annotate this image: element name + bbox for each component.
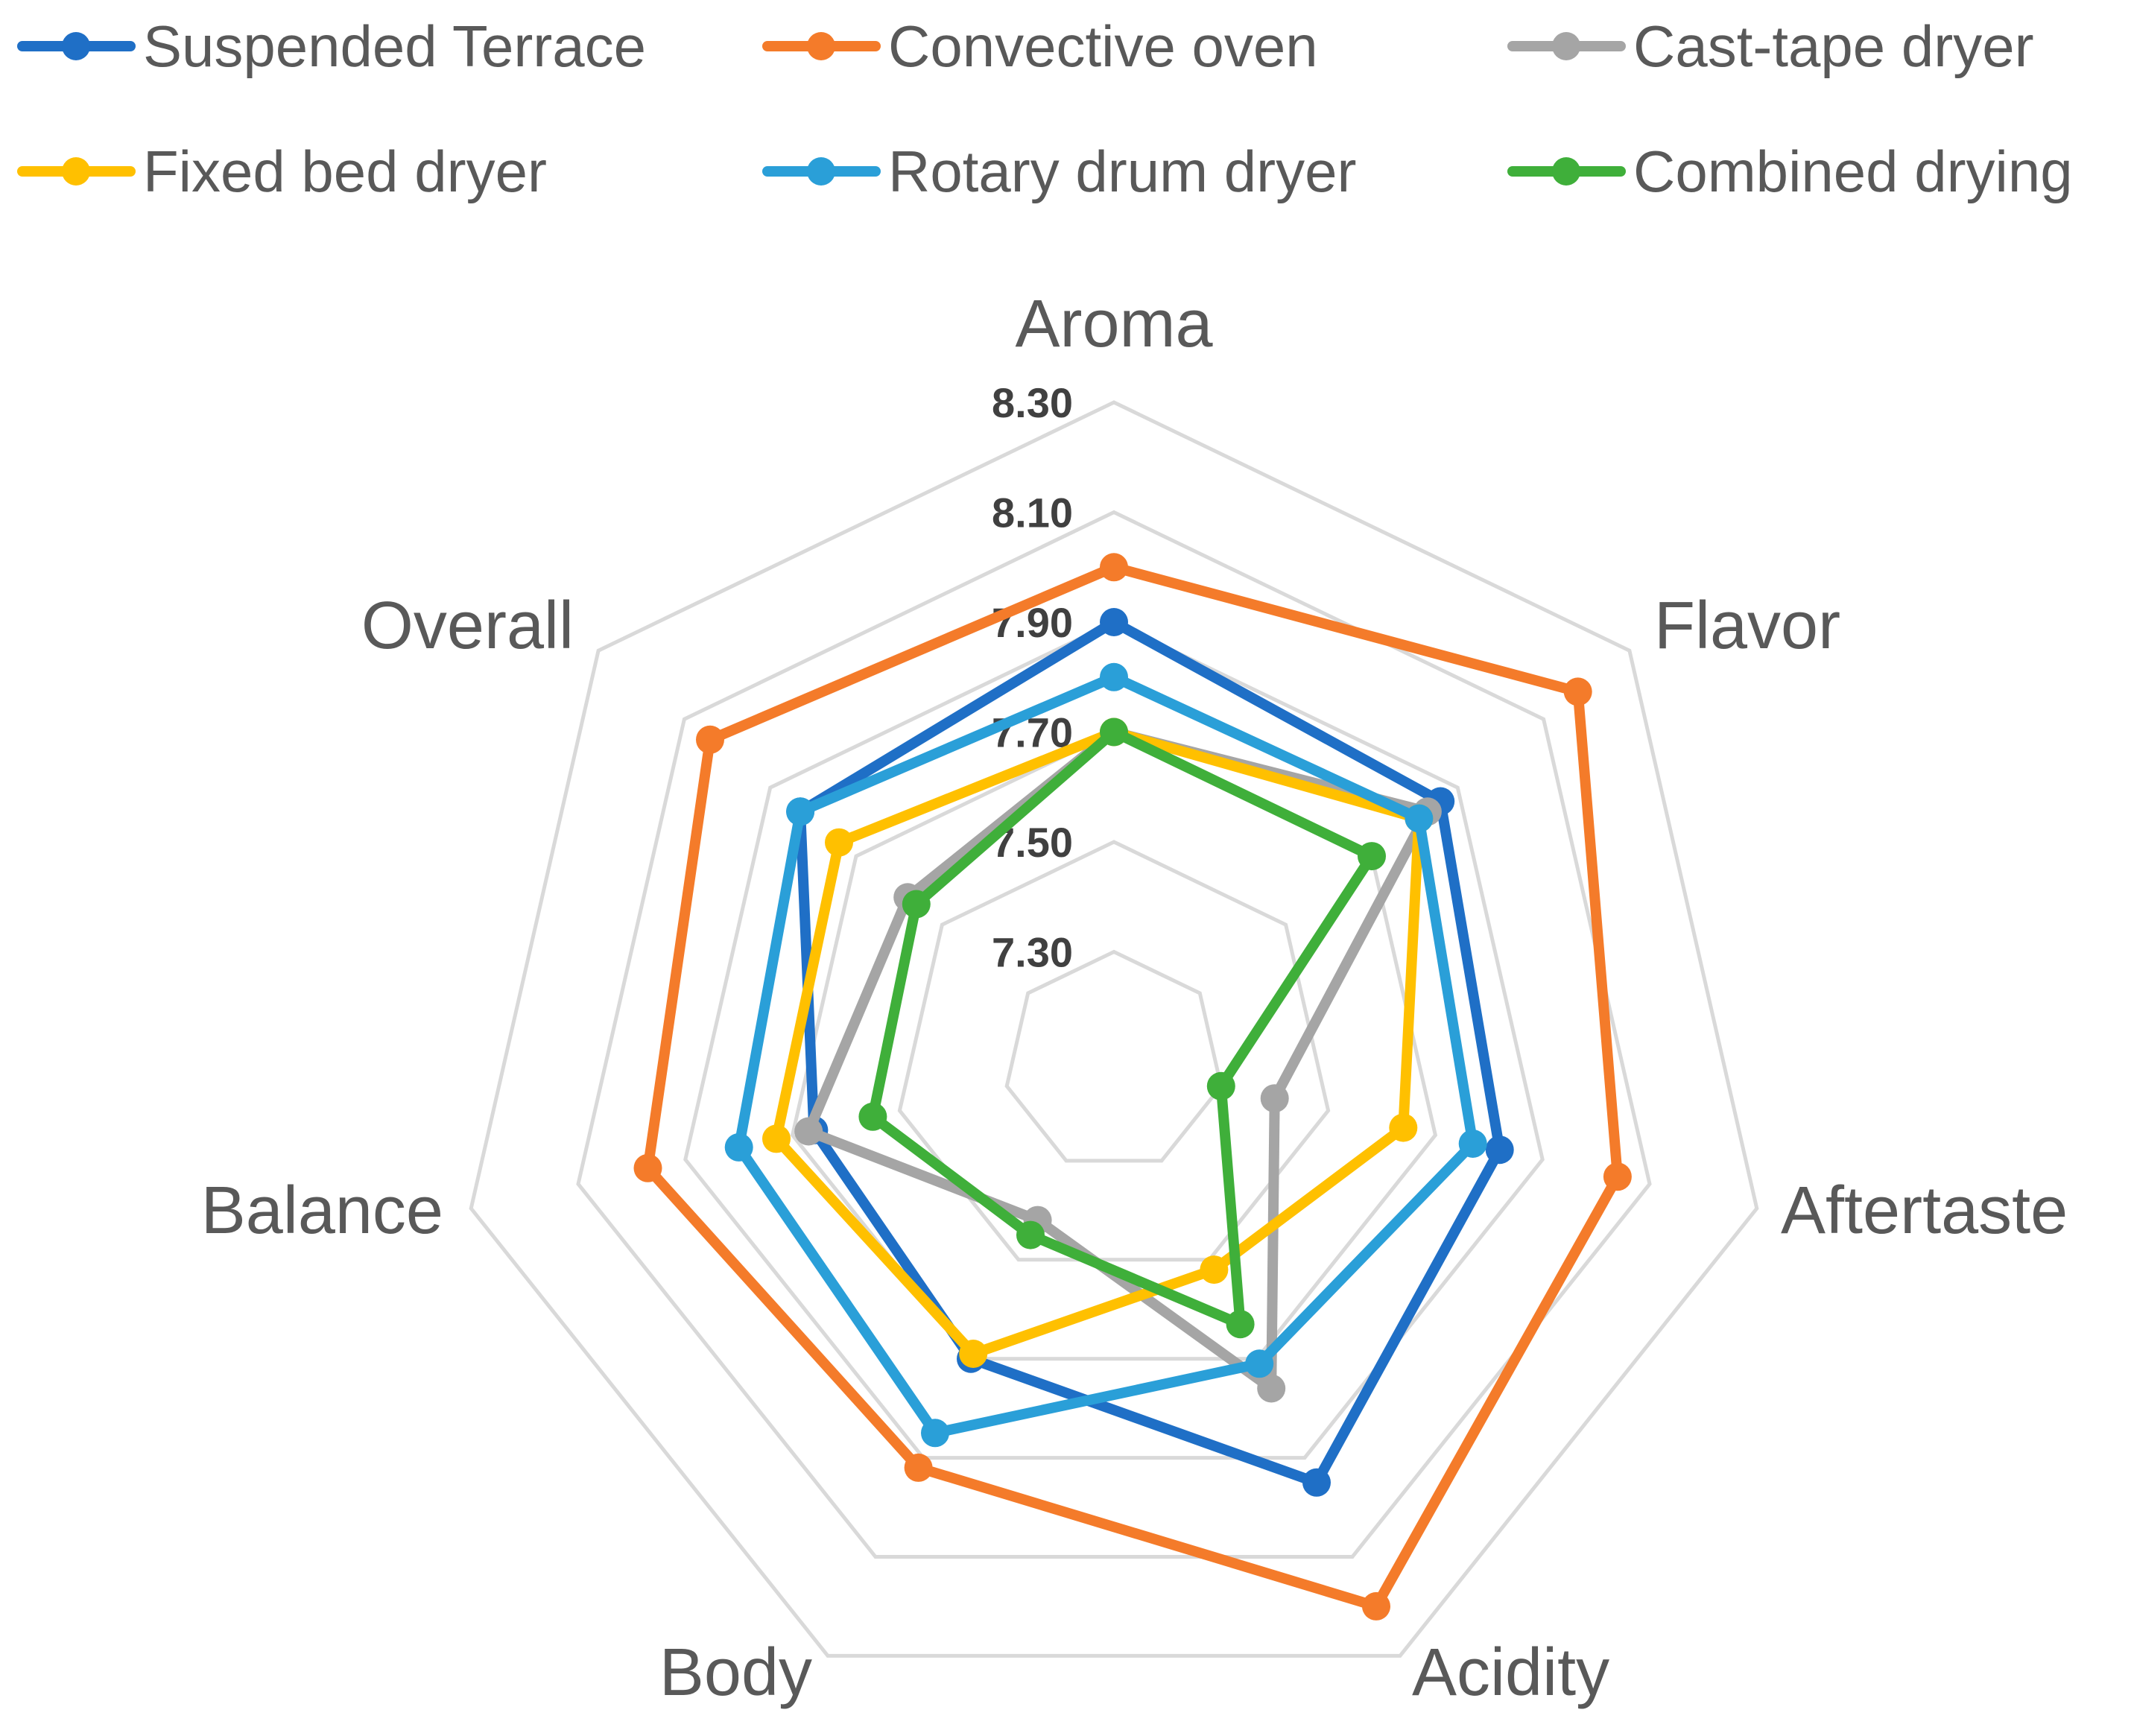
series-line-convective-oven [642,562,1623,1612]
data-point-convective-oven-flavor [1563,677,1592,706]
data-point-convective-oven-balance [633,1153,662,1182]
data-point-rotary-drum-dryer-balance [724,1132,753,1162]
data-point-fixed-bed-dryer-balance [762,1124,791,1153]
data-point-combined-drying-aftertaste [1206,1071,1235,1100]
series-combined-drying [858,717,1386,1339]
data-point-convective-oven-body [904,1453,933,1482]
legend-marker-convective-oven [807,32,835,60]
radial-tick-labels: 7.307.507.707.908.108.30 [992,379,1073,976]
legend-item-fixed-bed-dryer: Fixed bed dryer [17,139,547,204]
series-fixed-bed-dryer [762,717,1434,1368]
series-line-fixed-bed-dryer [771,726,1425,1359]
data-point-suspended-terrace-aftertaste [1485,1135,1514,1165]
grid-ring-7-50 [897,840,1331,1262]
data-point-rotary-drum-dryer-flavor [1405,804,1434,833]
data-point-combined-drying-balance [858,1102,887,1131]
legend-label-fixed-bed-dryer: Fixed bed dryer [143,139,547,204]
data-point-fixed-bed-dryer-body [959,1340,988,1368]
data-point-convective-oven-aroma [1100,553,1128,582]
data-point-rotary-drum-dryer-overall [786,797,815,826]
data-point-cast-tape-dryer-balance [794,1117,823,1146]
tick-label-8-30: 8.30 [992,379,1073,426]
data-point-cast-tape-dryer-acidity [1257,1374,1286,1403]
data-point-combined-drying-overall [902,890,931,919]
axis-label-aftertaste: Aftertaste [1781,1173,2068,1248]
grid-ring-8-10 [576,510,1652,1559]
series-line-rotary-drum-dryer [733,671,1478,1439]
series-line-cast-tape-dryer [803,726,1433,1394]
series-rotary-drum-dryer [724,662,1487,1448]
legend-marker-suspended-terrace [62,32,90,60]
legend-label-convective-oven: Convective oven [888,13,1318,79]
data-point-combined-drying-acidity [1226,1310,1255,1339]
axis-label-overall: Overall [361,589,574,663]
data-point-rotary-drum-dryer-body [921,1419,949,1448]
data-point-combined-drying-body [1016,1220,1045,1249]
data-point-combined-drying-aroma [1100,717,1128,747]
legend-item-cast-tape-dryer: Cast-tape dryer [1507,13,2034,79]
tick-label-7-30: 7.30 [992,929,1073,976]
axis-label-balance: Balance [201,1173,443,1248]
data-point-suspended-terrace-acidity [1302,1468,1331,1497]
data-point-rotary-drum-dryer-aroma [1100,662,1128,691]
series-line-combined-drying [867,726,1377,1330]
data-point-convective-oven-overall [696,725,724,754]
legend-label-suspended-terrace: Suspended Terrace [143,13,646,79]
legend-label-combined-drying: Combined drying [1633,139,2073,204]
legend-item-combined-drying: Combined drying [1507,139,2073,204]
legend-label-rotary-drum-dryer: Rotary drum dryer [888,139,1357,204]
axis-labels: Aroma Flavor Aftertaste Acidity Body Balance O… [201,287,2068,1710]
data-point-fixed-bed-dryer-overall [825,828,853,857]
legend-item-suspended-terrace: Suspended Terrace [17,13,646,79]
data-point-convective-oven-aftertaste [1603,1162,1632,1191]
grid-ring-7-90 [683,620,1545,1460]
series-line-suspended-terrace [795,617,1505,1488]
axis-label-flavor: Flavor [1654,589,1840,663]
legend: Suspended Terrace Convective oven Cast-tap… [17,13,2073,204]
grid-ring-8-30 [469,400,1759,1658]
axis-label-body: Body [659,1635,812,1710]
data-point-combined-drying-flavor [1358,842,1386,871]
series-convective-oven [633,553,1632,1621]
legend-marker-cast-tape-dryer [1552,32,1580,60]
data-point-convective-oven-acidity [1362,1591,1390,1621]
grid-ring-7-30 [1004,949,1223,1163]
legend-label-cast-tape-dryer: Cast-tape dryer [1633,13,2034,79]
data-point-cast-tape-dryer-aftertaste [1260,1084,1289,1113]
data-point-rotary-drum-dryer-aftertaste [1458,1130,1487,1158]
legend-item-rotary-drum-dryer: Rotary drum dryer [762,139,1357,204]
legend-marker-combined-drying [1552,157,1580,186]
data-point-fixed-bed-dryer-acidity [1200,1255,1229,1284]
data-point-suspended-terrace-aroma [1100,608,1128,636]
legend-marker-rotary-drum-dryer [807,157,835,186]
data-series [633,553,1632,1621]
axis-label-aroma: Aroma [1015,287,1213,361]
data-point-rotary-drum-dryer-acidity [1245,1349,1274,1378]
data-point-fixed-bed-dryer-aftertaste [1389,1113,1418,1142]
axis-label-acidity: Acidity [1412,1635,1609,1710]
legend-marker-fixed-bed-dryer [62,157,90,186]
legend-item-convective-oven: Convective oven [762,13,1318,79]
tick-label-8-10: 8.10 [992,490,1073,536]
